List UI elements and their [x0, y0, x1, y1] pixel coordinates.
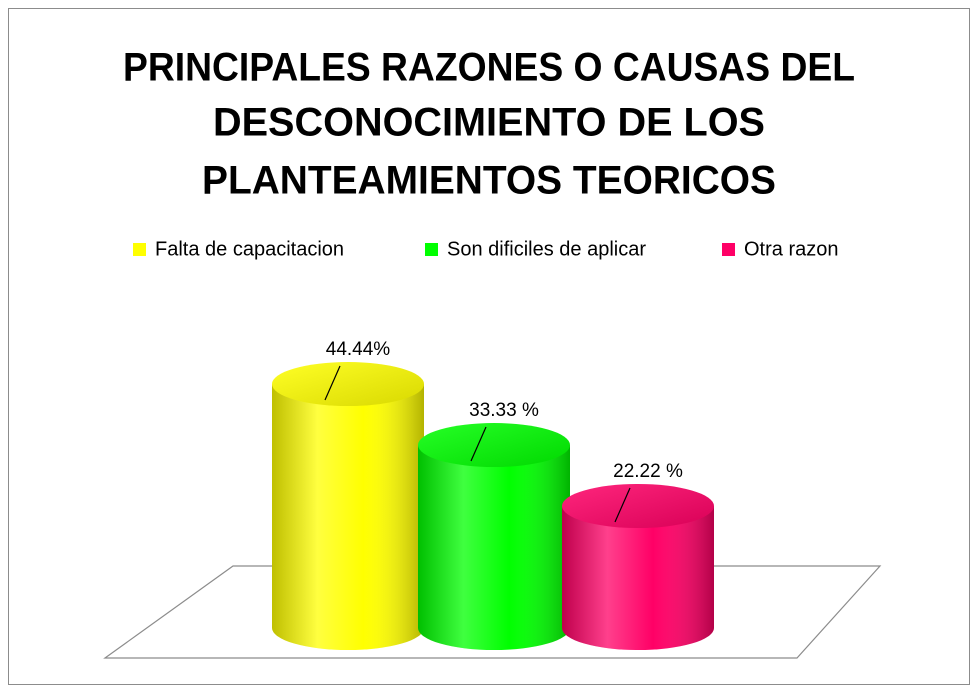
leader-line: [324, 365, 341, 401]
legend-label: Falta de capacitacion: [155, 238, 344, 260]
value-label: 44.44%: [326, 339, 391, 360]
legend-swatch: [425, 243, 438, 256]
value-label: 33.33 %: [469, 400, 539, 421]
leader-line: [470, 426, 487, 462]
cylinder-top-shade: [272, 362, 424, 407]
leader-line: [614, 487, 631, 523]
legend-label: Son dificiles de aplicar: [447, 238, 646, 260]
legend-swatch: [133, 243, 146, 256]
value-label: 22.22 %: [613, 461, 683, 482]
cylinder-top-shade: [562, 484, 714, 529]
legend-label: Otra razon: [744, 238, 838, 260]
cylinder-shade: [418, 445, 570, 650]
chart-title: DESCONOCIMIENTO DE LOS: [213, 101, 765, 145]
cylinder-top-shade: [418, 423, 570, 468]
cylinder-shade: [562, 506, 714, 650]
cylinder-shade: [272, 384, 424, 650]
chart-title: PRINCIPALES RAZONES O CAUSAS DEL: [123, 46, 855, 90]
legend-swatch: [722, 243, 735, 256]
chart-title: PLANTEAMIENTOS TEORICOS: [202, 159, 776, 203]
